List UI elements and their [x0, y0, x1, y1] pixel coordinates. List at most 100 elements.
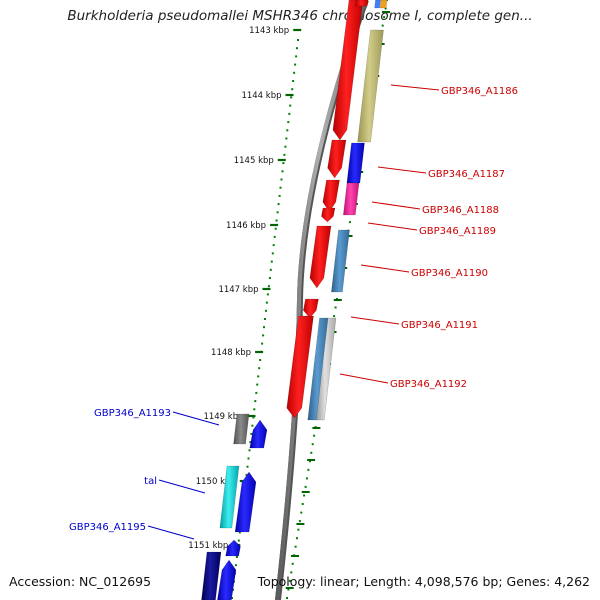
tick-label: 1147 kbp [218, 285, 258, 295]
gene-a1193[interactable] [233, 413, 250, 445]
ruler-dot [265, 309, 267, 312]
ruler-dot [235, 556, 238, 558]
ruler-dot [268, 277, 271, 279]
gene-a1192-b[interactable] [315, 317, 337, 421]
cds-top-red[interactable] [355, 0, 369, 7]
ruler-dot [297, 528, 300, 531]
ruler-dot [292, 80, 295, 82]
ruler-dot [383, 16, 386, 19]
gene-label[interactable]: tal [144, 476, 157, 487]
ruler-dot [290, 571, 293, 574]
label-leaders [147, 84, 440, 540]
cds-bottom-blue[interactable] [217, 559, 237, 600]
cds-a1193[interactable] [249, 419, 268, 449]
ruler-dot [256, 383, 259, 386]
ruler-dot [294, 545, 297, 548]
gene-label[interactable]: GBP346_A1190 [411, 268, 488, 279]
ruler-dot [283, 153, 286, 156]
ruler-dot [258, 367, 261, 370]
tick-label: 1151 kbp [188, 541, 228, 551]
leader-line [339, 373, 389, 384]
gene-top-blue[interactable] [374, 0, 381, 9]
gene-label[interactable]: GBP346_A1187 [428, 169, 505, 180]
cds-a1189[interactable] [321, 207, 336, 223]
ruler-dot [298, 520, 301, 523]
ruler-dot [287, 121, 290, 124]
leader-line [158, 479, 206, 494]
gene-bottom-navy[interactable] [201, 551, 222, 600]
gene-top-orange[interactable] [379, 0, 388, 9]
gene-track [201, 0, 388, 600]
gene-label[interactable]: GBP346_A1192 [390, 379, 467, 390]
gene-label[interactable]: GBP346_A1186 [441, 86, 518, 97]
gene-tal[interactable] [219, 465, 240, 529]
ruler-dot [265, 301, 268, 304]
ruler-dot [286, 597, 288, 599]
gene-label[interactable]: GBP346_A1191 [401, 320, 478, 331]
ruler-dot [281, 170, 284, 173]
tick-label: 1144 kbp [241, 91, 281, 101]
map-title: Burkholderia pseudomallei MSHR346 chromo… [67, 8, 533, 24]
gene-label[interactable]: GBP346_A1189 [419, 226, 496, 237]
ruler-dot [247, 457, 250, 460]
cds-a1187[interactable] [327, 139, 347, 179]
ruler-dot [270, 260, 273, 263]
ruler-dot [267, 285, 270, 288]
ruler-dot [231, 597, 233, 599]
gene-a1186[interactable] [357, 29, 384, 143]
ruler-dot [297, 39, 299, 41]
ruler-dot [296, 47, 298, 50]
ruler-dot [272, 244, 275, 247]
ruler-dot [386, 0, 388, 1]
ruler-dot [279, 186, 282, 189]
ruler-dot [300, 511, 303, 514]
leader-line [147, 525, 195, 540]
leader-line [371, 201, 421, 210]
leader-line [377, 166, 427, 174]
ruler-dot [238, 531, 241, 534]
ruler-dot [296, 537, 298, 540]
ruler-dot [246, 465, 249, 468]
leader-line [390, 84, 440, 91]
ruler-dot [284, 145, 287, 148]
gene-label[interactable]: GBP346_A1193 [94, 408, 171, 419]
ruler-dot [245, 473, 248, 476]
ruler-dot [261, 342, 264, 345]
ruler-dot [381, 24, 384, 27]
ruler-dot [251, 424, 254, 427]
ruler-dot [278, 194, 281, 197]
ruler-dot [348, 221, 351, 224]
tick-label: 1148 kbp [211, 348, 251, 358]
gene-label[interactable]: GBP346_A1195 [69, 522, 146, 533]
gene-a1190[interactable] [331, 229, 350, 293]
ruler-dot [287, 588, 290, 591]
ruler-dot [264, 318, 266, 320]
cds-a1186[interactable] [332, 0, 364, 141]
ruler-dot [293, 71, 296, 74]
cds-tal[interactable] [234, 471, 257, 533]
tick-label: 1149 kbp [203, 412, 243, 422]
gene-a1187[interactable] [346, 142, 365, 184]
cds-a1188[interactable] [322, 179, 340, 213]
ruler-dot [384, 7, 387, 10]
tick-label: 1145 kbp [234, 156, 274, 166]
ruler-dot [263, 326, 265, 329]
ruler-dot [313, 434, 316, 437]
cds-a1190[interactable] [309, 225, 332, 289]
ruler-dot [254, 400, 257, 403]
ruler-dot [294, 63, 297, 66]
cds-a1192[interactable] [286, 315, 314, 419]
ruler-dot [257, 375, 260, 378]
gene-label[interactable]: GBP346_A1188 [422, 205, 499, 216]
cds-a1195[interactable] [225, 539, 241, 557]
ruler-dot [262, 334, 265, 337]
gene-a1188[interactable] [343, 182, 360, 216]
ruler-dot [276, 211, 279, 214]
ruler-dot [288, 112, 291, 115]
cds-a1191[interactable] [303, 298, 319, 319]
ruler-dot [333, 315, 336, 318]
ruler-dot [280, 178, 283, 181]
gene-labels: GBP346_A1186 GBP346_A1187 GBP346_A1188 GBP3… [69, 86, 518, 533]
